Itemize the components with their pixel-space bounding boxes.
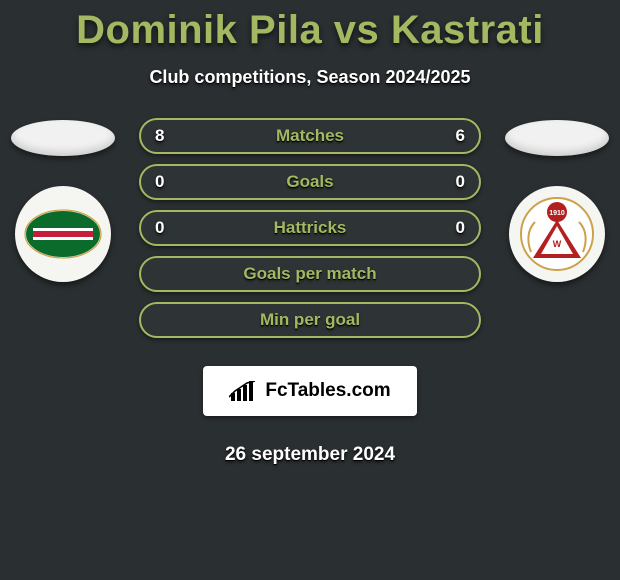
stats-panel: 8 Matches 6 0 Goals 0 0 Hattricks 0 Goal… [139,118,481,466]
player-left-avatar [11,120,115,156]
player-left-column [8,120,118,282]
stat-row-hattricks: 0 Hattricks 0 [139,210,481,246]
player-right-avatar [505,120,609,156]
page-title: Dominik Pila vs Kastrati [0,0,620,53]
site-name: FcTables.com [265,380,390,402]
stat-right-value: 6 [456,126,465,146]
svg-text:W: W [553,239,562,249]
subtitle: Club competitions, Season 2024/2025 [0,67,620,88]
bar-chart-icon [229,381,259,403]
stat-left-value: 0 [155,172,164,192]
club-crest-right-icon: 1910 W [517,194,597,274]
stat-label: Matches [276,126,344,146]
stat-label: Goals per match [243,264,376,284]
player-right-column: 1910 W [502,120,612,282]
stat-label: Min per goal [260,310,360,330]
club-crest-left-icon [23,205,103,263]
stat-right-value: 0 [456,172,465,192]
stat-label: Goals [286,172,333,192]
stat-label: Hattricks [274,218,347,238]
stat-row-min-per-goal: Min per goal [139,302,481,338]
stat-left-value: 8 [155,126,164,146]
club-badge-right: 1910 W [509,186,605,282]
stat-row-goals-per-match: Goals per match [139,256,481,292]
stat-row-goals: 0 Goals 0 [139,164,481,200]
stat-left-value: 0 [155,218,164,238]
club-badge-left [15,186,111,282]
site-badge[interactable]: FcTables.com [203,366,417,416]
svg-text:1910: 1910 [549,210,565,217]
stat-right-value: 0 [456,218,465,238]
date-label: 26 september 2024 [139,444,481,466]
stat-row-matches: 8 Matches 6 [139,118,481,154]
